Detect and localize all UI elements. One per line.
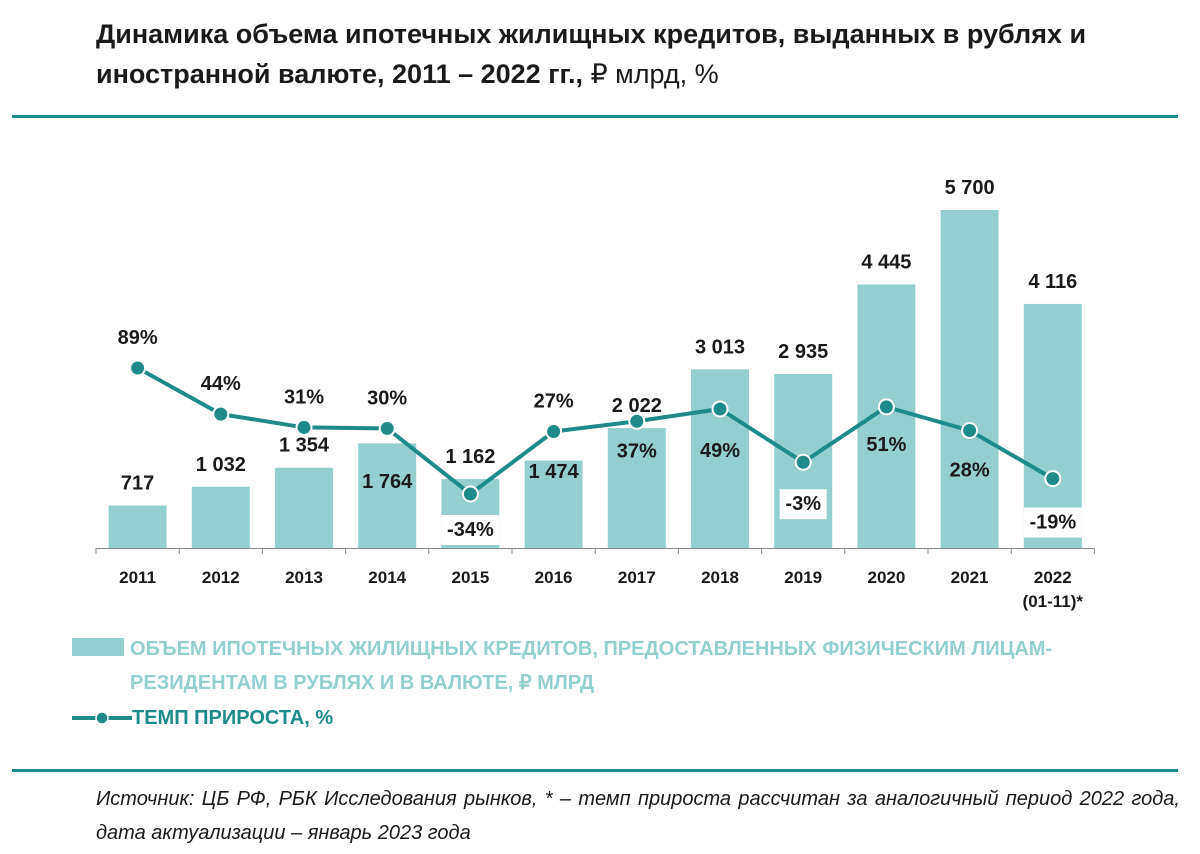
growth-point-3	[378, 419, 396, 437]
growth-point-0	[129, 359, 147, 377]
bar-value-label-2: 1 354	[279, 435, 330, 457]
growth-label-6: 37%	[617, 440, 657, 462]
bar-value-label-3: 1 764	[362, 471, 413, 493]
x-tick-label-10: 2021	[951, 568, 989, 587]
growth-label-4-bg	[441, 515, 500, 545]
x-tick-label-6: 2017	[618, 568, 656, 587]
x-tick-label-2: 2013	[285, 568, 323, 587]
legend-line: ТЕМП ПРИРОСТА, %	[72, 703, 333, 733]
growth-point-11	[1044, 470, 1062, 488]
x-tick-label-4: 2015	[451, 568, 489, 587]
growth-label-10: 28%	[950, 459, 990, 481]
x-tick-label-11: 2022 (01-11)*	[1023, 568, 1084, 611]
x-tick-label-0: 2011	[119, 568, 156, 587]
growth-point-6	[628, 412, 646, 430]
chart-title: Динамика объема ипотечных жилищных креди…	[96, 14, 1176, 94]
bar-value-label-9: 4 445	[861, 251, 911, 273]
growth-label-9: 51%	[866, 434, 906, 456]
bar-value-label-6: 2 022	[612, 395, 662, 417]
x-tick-label-7: 2018	[701, 568, 739, 587]
bar-0	[108, 505, 167, 548]
growth-label-2: 31%	[284, 386, 324, 408]
x-tick-label-3: 2014	[368, 568, 406, 587]
title-unit: ₽ млрд, %	[583, 59, 719, 89]
bar-value-label-8: 2 935	[778, 341, 828, 363]
legend-bars: ОБЪЕМ ИПОТЕЧНЫХ ЖИЛИЩНЫХ КРЕДИТОВ, ПРЕДО…	[72, 632, 1160, 700]
bar-value-label-4: 1 162	[445, 446, 495, 468]
growth-label-11: -19%	[1029, 512, 1076, 534]
bar-value-label-7: 3 013	[695, 336, 745, 358]
legend-line-label: ТЕМП ПРИРОСТА, %	[132, 707, 334, 729]
growth-line	[136, 366, 1054, 496]
growth-point-5	[545, 423, 563, 441]
bar-11	[1023, 303, 1082, 548]
bar-1	[191, 486, 250, 548]
bar-value-label-5: 1 474	[529, 461, 580, 483]
bar-2	[275, 467, 333, 548]
growth-label-1: 44%	[201, 373, 241, 395]
bar-10	[940, 210, 999, 548]
bar-value-label-0: 717	[121, 472, 154, 494]
growth-point-9	[877, 398, 895, 416]
bar-7	[691, 369, 749, 548]
legend-line-marker-icon	[72, 711, 132, 725]
labels-layer: 717 1 032 1 354 1 764 1 162 1 474 2 022 3 013 2 …	[118, 177, 1082, 545]
growth-label-8-bg	[779, 489, 827, 520]
x-tick-label-1: 2012	[202, 568, 240, 587]
growth-label-11-bg	[1023, 507, 1082, 538]
growth-point-10	[961, 421, 979, 439]
growth-point-4	[461, 485, 479, 503]
legend-bar-swatch	[72, 638, 124, 656]
bottom-divider	[12, 769, 1178, 772]
bar-9	[857, 284, 916, 548]
bar-6	[607, 428, 666, 548]
growth-label-0: 89%	[118, 327, 158, 349]
bar-3	[358, 443, 417, 548]
growth-point-2	[295, 418, 313, 436]
x-tick-label-8: 2019	[784, 568, 822, 587]
bar-value-label-11: 4 116	[1028, 271, 1077, 293]
growth-point-8	[794, 453, 812, 471]
growth-label-4: -34%	[447, 519, 494, 541]
growth-label-8: -3%	[785, 493, 821, 515]
title-main: Динамика объема ипотечных жилищных креди…	[96, 19, 1087, 89]
growth-label-3: 30%	[367, 387, 407, 409]
growth-line-layer	[129, 359, 1062, 503]
bars-layer	[108, 210, 1082, 548]
x-tick-label-9: 2020	[867, 568, 905, 587]
growth-point-7	[711, 400, 729, 418]
x-tick-label-5: 2016	[535, 568, 573, 587]
source-note: Источник: ЦБ РФ, РБК Исследования рынков…	[96, 788, 1180, 844]
top-divider	[12, 115, 1178, 118]
bar-5	[524, 460, 583, 548]
growth-label-5: 27%	[534, 391, 574, 413]
bar-value-label-10: 5 700	[945, 177, 995, 199]
bar-value-label-1: 1 032	[196, 454, 246, 476]
x-axis: 2011 2012 2013 2014 2015 2016 2017 2018 2019 2020…	[95, 548, 1095, 611]
growth-label-7: 49%	[700, 440, 740, 462]
growth-point-1	[212, 405, 230, 423]
mortgage-chart: 2011 2012 2013 2014 2015 2016 2017 2018 2019 2020…	[95, 177, 1095, 611]
legend-bar-label: ОБЪЕМ ИПОТЕЧНЫХ ЖИЛИЩНЫХ КРЕДИТОВ, ПРЕДО…	[130, 638, 1053, 694]
